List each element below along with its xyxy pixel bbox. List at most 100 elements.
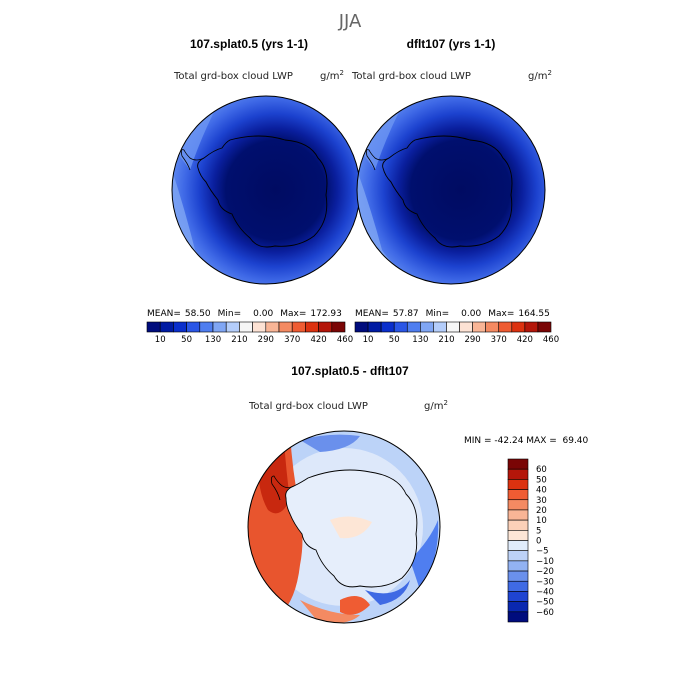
colorbar-difference-swatch (507, 591, 529, 602)
panel-left: 107.splat0.5 (yrs 1-1) Total grd-box clo… (147, 37, 361, 319)
difference-cool-region-3 (365, 580, 410, 605)
difference-warm-region-4 (340, 596, 370, 615)
colorbar-difference-swatch (507, 499, 529, 511)
colorbar-difference-tick-label: 5 (536, 526, 541, 536)
colorbar-difference-swatch (507, 580, 529, 592)
colorbar-left-swatch (212, 321, 227, 333)
panel-right-stats: MEAN= 57.87 Min= 0.00 Max= 164.55 (355, 309, 550, 319)
colorbar-left: 10 50 130 210 290 370 420 460 (146, 321, 353, 345)
colorbar-right-tick-label: 290 (464, 335, 480, 345)
colorbar-right-swatch (459, 321, 473, 333)
colorbar-right-tick-label: 420 (517, 335, 533, 345)
colorbar-left-tick-label: 420 (310, 335, 326, 345)
colorbar-right-swatch (485, 321, 500, 333)
difference-variable-label: Total grd-box cloud LWP (248, 401, 368, 412)
colorbar-difference-swatch (507, 550, 529, 562)
colorbar-left-swatch (252, 321, 267, 333)
colorbar-right-tick-label: 50 (389, 335, 400, 345)
colorbar-right-tick-label: 10 (363, 335, 374, 345)
panel-right-peninsula-outline (365, 149, 390, 171)
panel-left-stats: MEAN= 58.50 Min= 0.00 Max= 172.93 (147, 309, 342, 319)
colorbar-difference-tick-label: −60 (536, 608, 554, 618)
colorbar-right-swatch (446, 321, 460, 333)
colorbar-difference-tick-label: 30 (536, 496, 547, 506)
colorbar-left-swatch (239, 321, 253, 333)
difference-cool-region (300, 434, 360, 452)
colorbar-left-swatch (318, 321, 333, 333)
colorbar-difference-tick-label: −50 (536, 598, 554, 608)
colorbar-difference-tick-label: 50 (536, 475, 547, 485)
difference-title: 107.splat0.5 - dflt107 (291, 364, 409, 378)
colorbar-left-swatch (265, 321, 280, 333)
colorbar-right-swatch (433, 321, 447, 333)
colorbar-left-tick-label: 460 (337, 335, 353, 345)
colorbar-right: 10 50 130 210 290 370 420 460 (354, 321, 559, 345)
colorbar-right-tick-label: 210 (438, 335, 454, 345)
colorbar-difference-swatch (507, 479, 529, 490)
colorbar-difference-tick-label: −10 (536, 557, 554, 567)
panel-right-units: g/m2 (528, 69, 552, 82)
colorbar-difference-tick-label: −20 (536, 567, 554, 577)
colorbar-difference-swatch (507, 601, 529, 613)
panel-left-map (172, 96, 360, 284)
difference-units: g/m2 (424, 399, 448, 412)
colorbar-right-swatch (420, 321, 434, 333)
colorbar-right-swatch (524, 321, 539, 333)
colorbar-right-swatch (511, 321, 526, 333)
difference-warm-interior (330, 516, 372, 539)
colorbar-difference-swatch (507, 509, 529, 521)
colorbar-left-swatch (199, 321, 214, 333)
panel-right-title: dflt107 (yrs 1-1) (407, 37, 496, 51)
colorbar-right-swatch (367, 321, 382, 333)
colorbar-left-swatch (186, 321, 201, 333)
difference-min-max: MIN = -42.24 MAX = 69.40 (464, 436, 589, 446)
colorbar-difference-tick-label: −30 (536, 577, 554, 587)
colorbar-left-swatch (305, 321, 319, 333)
colorbar-left-tick-label: 130 (205, 335, 221, 345)
difference-cool-region-2 (410, 520, 439, 590)
colorbar-left-swatch (173, 321, 187, 333)
panel-left-title: 107.splat0.5 (yrs 1-1) (190, 37, 308, 51)
panel-left-units: g/m2 (320, 69, 344, 82)
colorbar-right-swatch (537, 321, 552, 333)
colorbar-left-tick-label: 370 (284, 335, 300, 345)
colorbar-difference-tick-label: 0 (536, 537, 541, 547)
colorbar-left-tick-label: 50 (181, 335, 192, 345)
colorbar-difference-swatch (507, 458, 529, 470)
colorbar-left-swatch (159, 321, 174, 333)
panel-left-peninsula-outline (180, 149, 205, 171)
colorbar-difference-tick-label: −40 (536, 587, 554, 597)
difference-peninsula-outline (270, 475, 295, 501)
panel-left-variable-label: Total grd-box cloud LWP (173, 71, 293, 82)
colorbar-difference-swatch (507, 540, 529, 551)
colorbar-right-swatch (354, 321, 369, 333)
colorbar-difference-tick-label: 20 (536, 506, 547, 516)
colorbar-right-tick-label: 130 (412, 335, 428, 345)
colorbar-difference-swatch (507, 489, 529, 501)
difference-warm-region-3 (300, 600, 360, 623)
colorbar-left-swatch (331, 321, 346, 333)
panel-left-light-region-2 (175, 110, 215, 170)
colorbar-difference-tick-label: 60 (536, 465, 547, 475)
panel-right-map (357, 96, 545, 284)
panel-right-variable-label: Total grd-box cloud LWP (351, 71, 471, 82)
panel-right-light-region-2 (360, 110, 400, 170)
colorbar-difference-swatch (507, 611, 529, 623)
colorbar-left-swatch (278, 321, 293, 333)
colorbar-difference-swatch (507, 519, 529, 531)
colorbar-left-swatch (146, 321, 161, 333)
colorbar-difference-swatch (507, 468, 529, 480)
colorbar-right-swatch (406, 321, 421, 333)
colorbar-left-tick-label: 210 (231, 335, 247, 345)
colorbar-right-tick-label: 460 (543, 335, 559, 345)
colorbar-difference-tick-label: 10 (536, 516, 547, 526)
colorbar-right-swatch (498, 321, 513, 333)
colorbar-difference-swatch (507, 530, 529, 541)
colorbar-right-swatch (393, 321, 408, 333)
colorbar-right-swatch (472, 321, 486, 333)
colorbar-difference-tick-label: −5 (536, 547, 549, 557)
panel-right: dflt107 (yrs 1-1) Total grd-box cloud LW… (351, 37, 552, 319)
difference-map (248, 431, 440, 623)
